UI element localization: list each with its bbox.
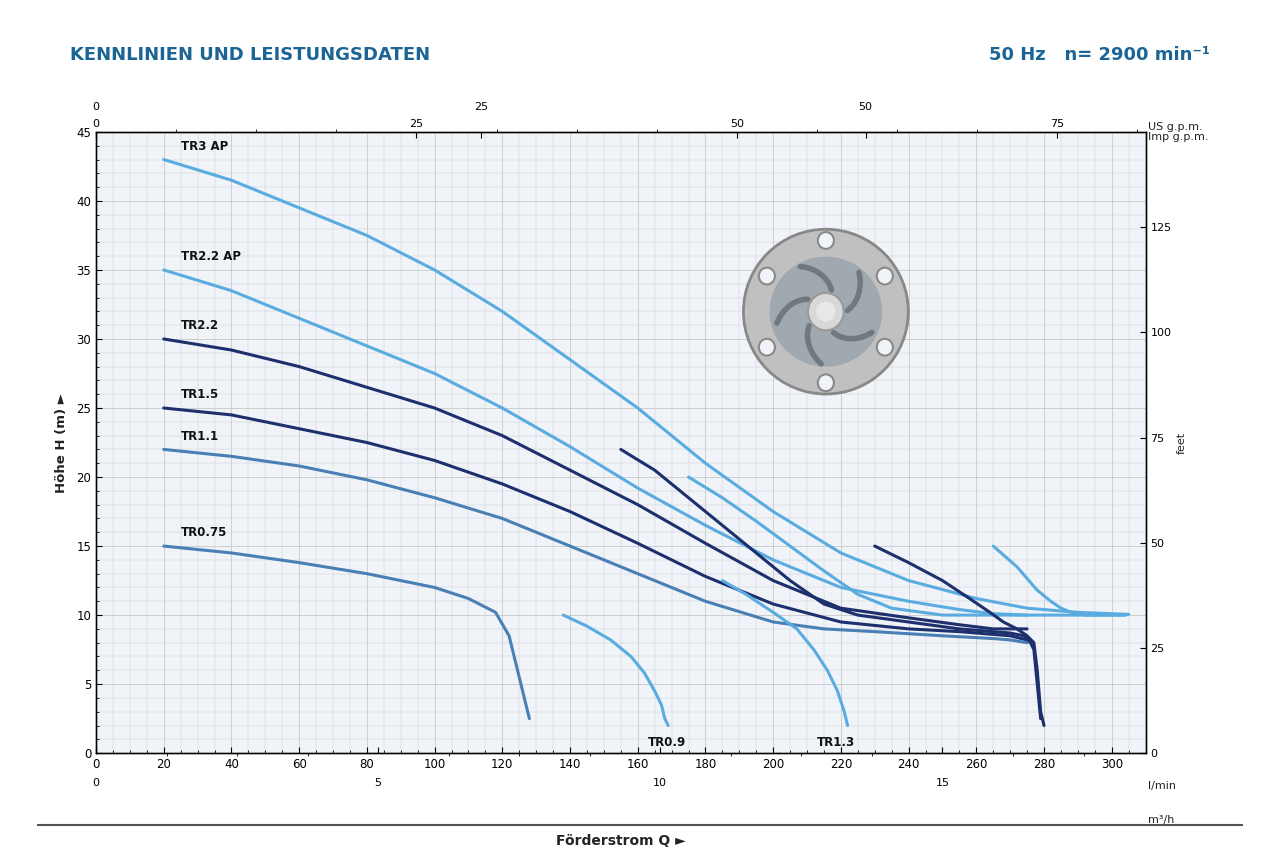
Text: TR2.2 AP: TR2.2 AP xyxy=(180,250,241,263)
Text: TR1.1: TR1.1 xyxy=(180,430,219,443)
Circle shape xyxy=(877,339,893,356)
Text: m³/h: m³/h xyxy=(1148,815,1174,825)
Text: TR1.5: TR1.5 xyxy=(180,388,219,401)
Ellipse shape xyxy=(771,257,882,366)
Text: Förderstrom Q ►: Förderstrom Q ► xyxy=(556,834,686,848)
Circle shape xyxy=(877,267,893,284)
Text: US g.p.m.: US g.p.m. xyxy=(1148,122,1202,132)
Y-axis label: feet: feet xyxy=(1178,431,1187,454)
Circle shape xyxy=(759,267,774,284)
Text: TR0.75: TR0.75 xyxy=(180,526,227,540)
Text: TR3 AP: TR3 AP xyxy=(180,140,228,152)
Text: Imp g.p.m.: Imp g.p.m. xyxy=(1148,132,1208,142)
Circle shape xyxy=(808,293,844,330)
Text: TR2.2: TR2.2 xyxy=(180,319,219,332)
Text: TR1.3: TR1.3 xyxy=(817,736,855,749)
Circle shape xyxy=(759,339,774,356)
Text: KENNLINIEN UND LEISTUNGSDATEN: KENNLINIEN UND LEISTUNGSDATEN xyxy=(70,46,430,65)
Text: l/min: l/min xyxy=(1148,781,1176,791)
Text: TR0.9: TR0.9 xyxy=(648,736,686,749)
Circle shape xyxy=(818,374,835,391)
Ellipse shape xyxy=(744,229,909,394)
Circle shape xyxy=(818,232,835,249)
Y-axis label: Höhe H (m) ►: Höhe H (m) ► xyxy=(55,392,68,493)
Text: 50 Hz   n= 2900 min⁻¹: 50 Hz n= 2900 min⁻¹ xyxy=(988,46,1210,65)
Circle shape xyxy=(817,302,835,321)
